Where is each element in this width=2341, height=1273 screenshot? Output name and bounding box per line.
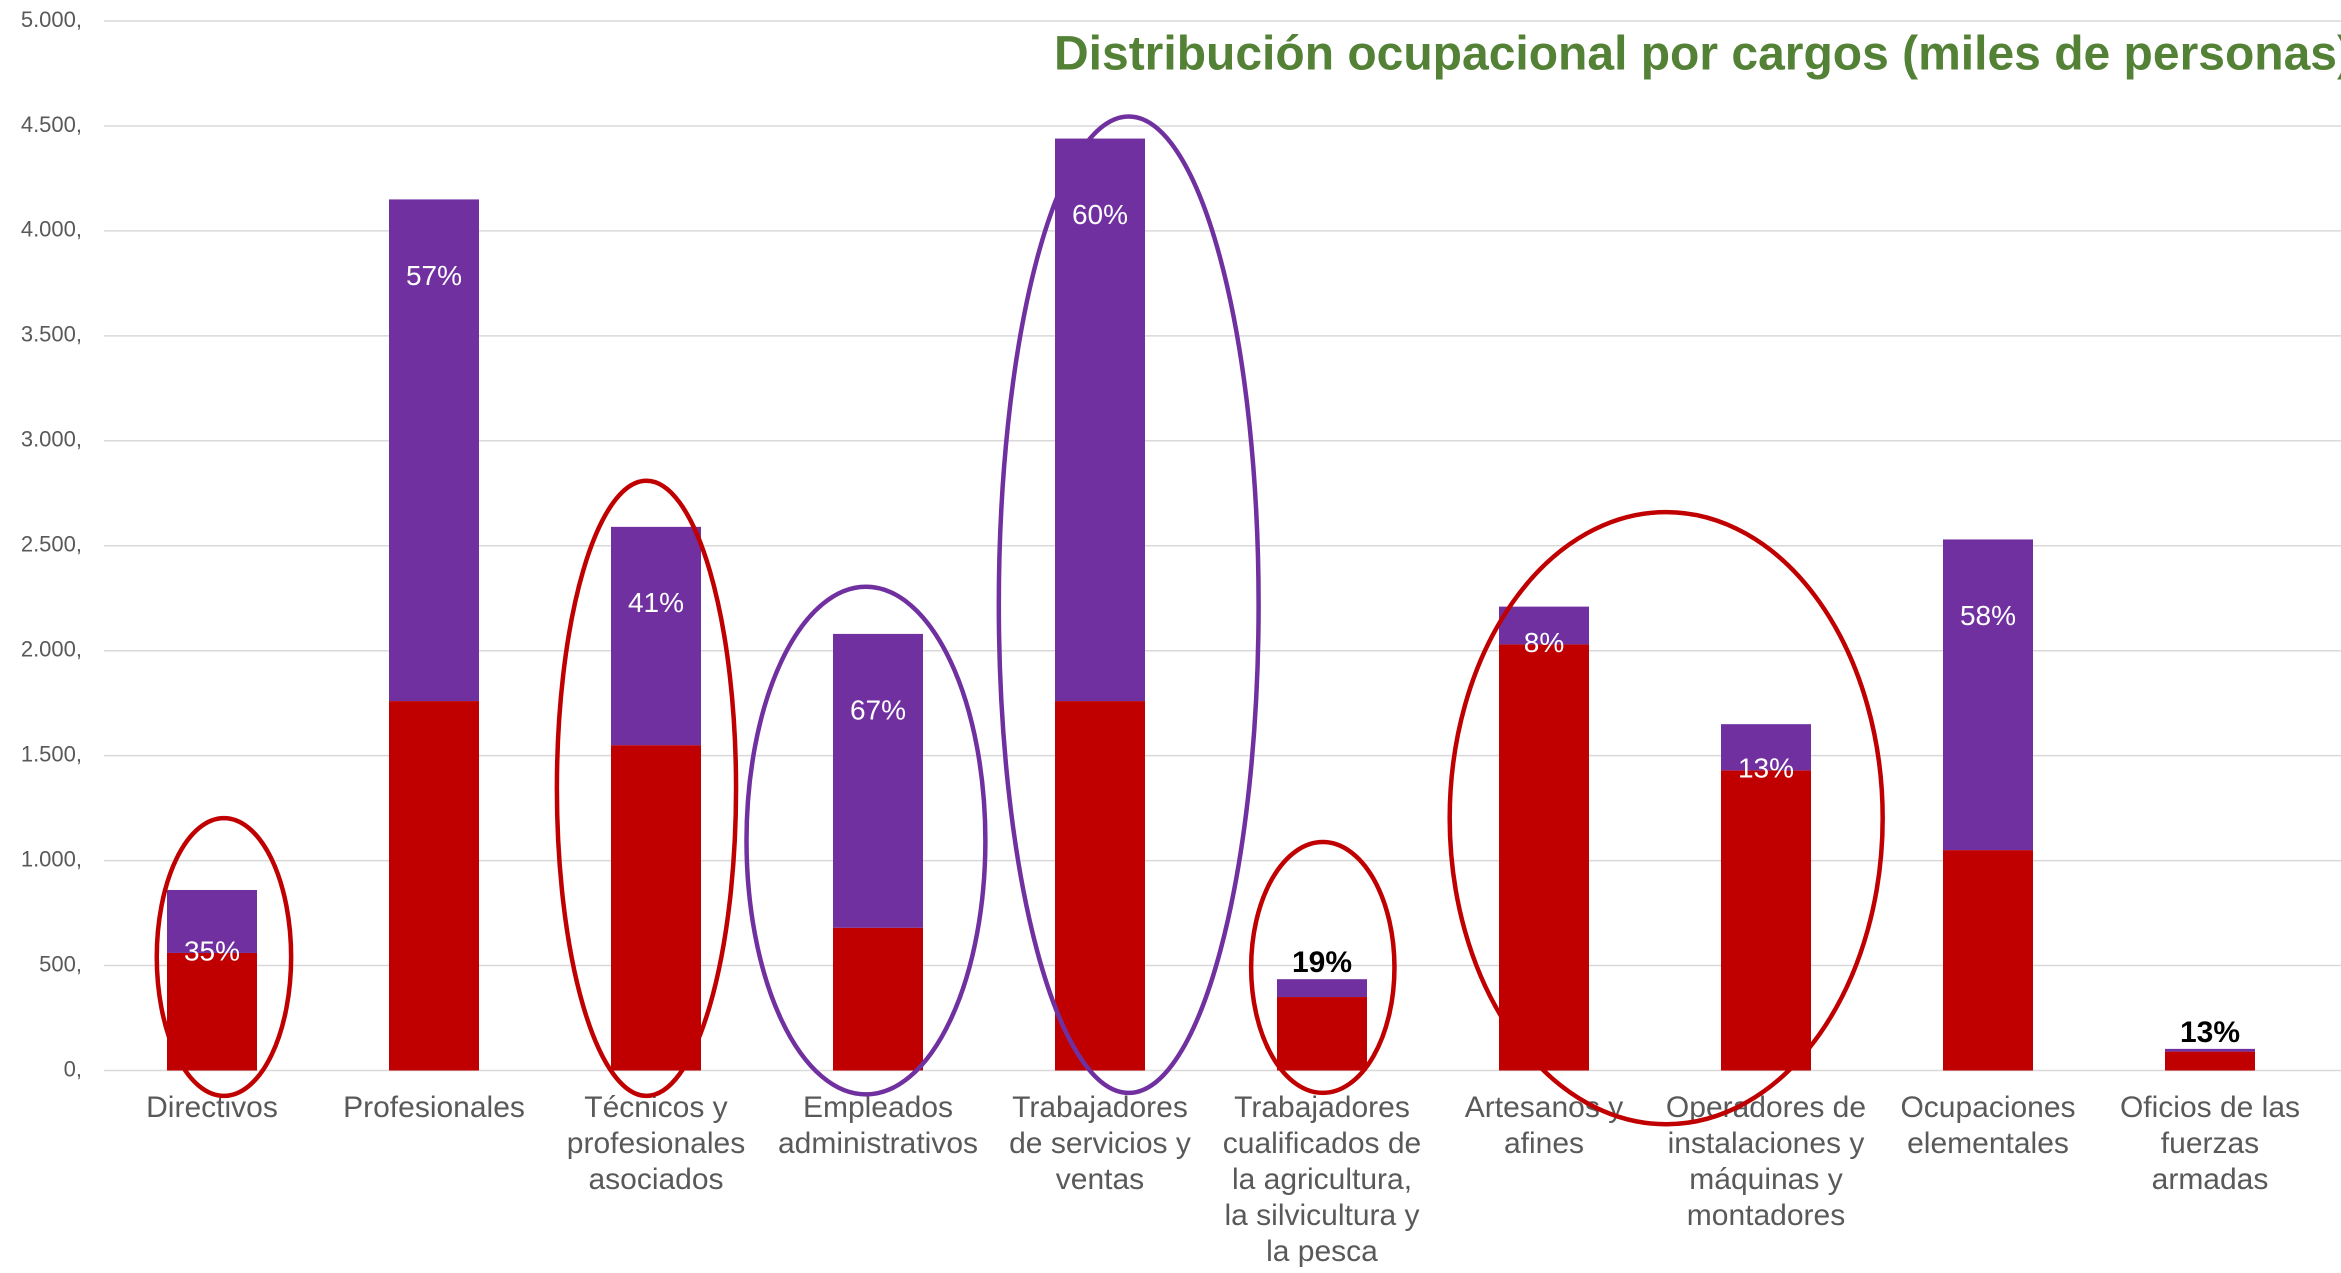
x-tick-label: Oficios de las fuerzas armadas xyxy=(2120,1091,2300,1196)
bar-segment xyxy=(1055,138,1145,702)
chart-title: Distribución ocupacional por cargos (mil… xyxy=(1054,28,2341,81)
y-tick-label: 3.500, xyxy=(21,322,82,347)
y-tick-label: 0, xyxy=(64,1056,82,1081)
bar-segment xyxy=(2165,1051,2255,1071)
y-tick-label: 4.500, xyxy=(21,112,82,137)
share-label: 8% xyxy=(1524,627,1564,658)
x-tick-label: Artesanos y afines xyxy=(1465,1091,1623,1160)
highlight-ellipse xyxy=(1447,509,1885,1127)
y-tick-label: 1.000, xyxy=(21,846,82,871)
highlight-ellipse xyxy=(996,114,1261,1096)
bar-segment xyxy=(611,526,701,746)
bar-segment xyxy=(833,633,923,928)
bar-segment xyxy=(2165,1048,2255,1052)
bar-segment xyxy=(167,889,257,953)
bar-segment xyxy=(1055,701,1145,1071)
share-label: 60% xyxy=(1072,199,1128,230)
x-tick-label: Técnicos y profesionales asociados xyxy=(567,1091,745,1196)
x-tick-label: Profesionales xyxy=(343,1091,525,1124)
y-tick-label: 2.500, xyxy=(21,532,82,557)
bar-segment xyxy=(1277,997,1367,1071)
bar-segment xyxy=(167,952,257,1071)
bar-segment xyxy=(1499,606,1589,645)
x-tick-label: Trabajadores de servicios y ventas xyxy=(1009,1091,1191,1196)
bar-segment xyxy=(389,199,479,702)
share-label: 57% xyxy=(406,260,462,291)
bar-segment xyxy=(833,927,923,1071)
bar-segment xyxy=(1721,770,1811,1071)
x-tick-label: Operadores de instalaciones y máquinas y mo… xyxy=(1666,1091,1866,1232)
share-label: 35% xyxy=(184,935,240,966)
bar-segment xyxy=(1943,850,2033,1071)
bar-segment xyxy=(611,745,701,1071)
share-label: 13% xyxy=(1738,753,1794,784)
share-label: 13% xyxy=(2180,1016,2240,1049)
share-label: 19% xyxy=(1292,946,1352,979)
bar-segment xyxy=(1943,539,2033,851)
highlight-ellipse xyxy=(744,584,988,1097)
bar-segment xyxy=(1499,644,1589,1071)
x-tick-label: Trabajadores cualificados de la agricultur… xyxy=(1223,1091,1421,1268)
share-label: 67% xyxy=(850,694,906,725)
x-tick-label: Ocupaciones elementales xyxy=(1900,1091,2075,1160)
share-label: 41% xyxy=(628,587,684,618)
bar-segment xyxy=(1721,724,1811,771)
y-tick-label: 1.500, xyxy=(21,741,82,766)
y-tick-label: 500, xyxy=(39,951,82,976)
bar-segment xyxy=(389,701,479,1071)
highlight-ellipse xyxy=(554,478,739,1099)
share-label: 58% xyxy=(1960,600,2016,631)
highlight-ellipse xyxy=(154,815,294,1099)
highlight-ellipse xyxy=(1248,839,1397,1096)
y-tick-label: 5.000, xyxy=(21,7,82,32)
y-tick-label: 2.000, xyxy=(21,637,82,662)
y-tick-label: 3.000, xyxy=(21,427,82,452)
x-tick-label: Empleados administrativos xyxy=(778,1091,978,1160)
y-tick-label: 4.000, xyxy=(21,217,82,242)
bar-segment xyxy=(1277,979,1367,998)
x-tick-label: Directivos xyxy=(146,1091,278,1124)
